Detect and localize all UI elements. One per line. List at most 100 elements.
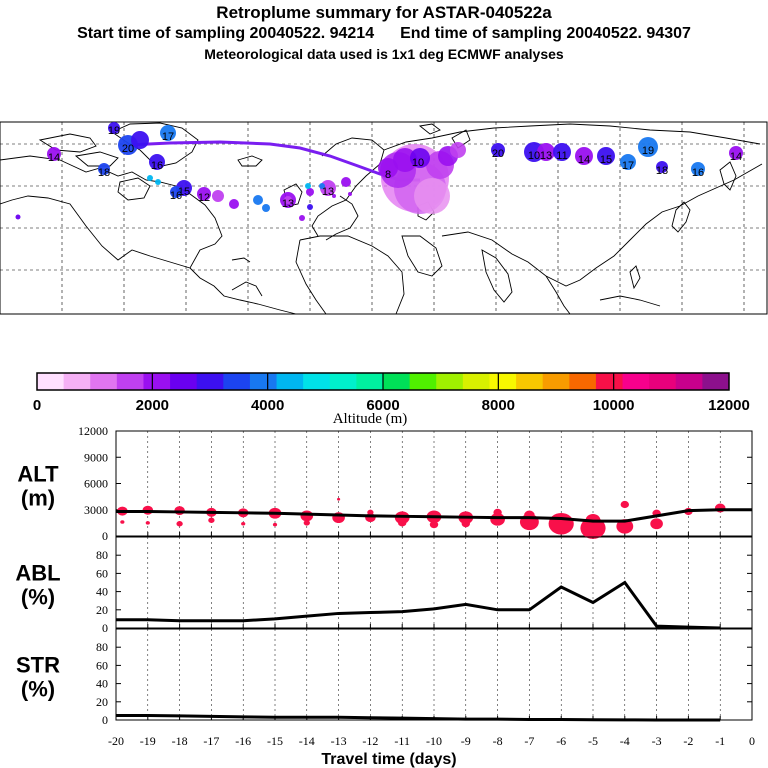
trajectory-label: 18 bbox=[98, 167, 110, 179]
abl-line bbox=[116, 580, 721, 630]
x-tick-label: -1 bbox=[715, 734, 725, 748]
y-tick-label: 40 bbox=[96, 677, 108, 691]
trajectory-label: 15 bbox=[600, 154, 612, 166]
trajectory-label: 14 bbox=[730, 151, 742, 163]
colorbar-swatch bbox=[542, 373, 570, 390]
plume-cluster bbox=[197, 187, 211, 201]
x-tick-label: -3 bbox=[652, 734, 662, 748]
x-tick-label: -7 bbox=[524, 734, 534, 748]
colorbar-tick-label: 10000 bbox=[593, 397, 635, 414]
altitude-cluster bbox=[300, 510, 314, 522]
colorbar-swatch bbox=[356, 373, 384, 390]
altitude-cluster bbox=[620, 500, 629, 509]
y-tick-label: 0 bbox=[102, 529, 108, 543]
plume-cluster bbox=[553, 143, 571, 161]
colorbar-swatch bbox=[569, 373, 597, 390]
plume-cluster bbox=[47, 147, 61, 161]
plume-cluster bbox=[170, 186, 182, 198]
plume-cluster bbox=[305, 183, 311, 189]
altitude-cluster bbox=[493, 508, 502, 516]
colorbar-swatch bbox=[516, 373, 544, 390]
plume-cluster bbox=[414, 178, 450, 214]
x-tick-label: -9 bbox=[461, 734, 471, 748]
plume-cluster bbox=[341, 177, 351, 187]
trajectory-label: 11 bbox=[556, 150, 567, 162]
trajectory-label: 17 bbox=[162, 131, 174, 143]
altitude-cluster bbox=[429, 521, 439, 529]
plume-cluster bbox=[212, 190, 224, 202]
x-tick-label: -19 bbox=[140, 734, 156, 748]
panel-str: 0 20 40 60 80 STR(%) bbox=[16, 628, 753, 727]
colorbar-swatch bbox=[303, 373, 331, 390]
x-tick-label: -17 bbox=[203, 734, 219, 748]
colorbar-tick-label: 12000 bbox=[708, 397, 750, 414]
trajectory-label: 14 bbox=[578, 154, 590, 166]
y-tick-label: 12000 bbox=[78, 424, 108, 438]
trajectory-label: 8 bbox=[385, 169, 391, 181]
plume-cluster bbox=[450, 142, 466, 158]
y-tick-label: 80 bbox=[96, 640, 108, 654]
colorbar-swatch bbox=[489, 373, 517, 390]
plume-cluster bbox=[537, 143, 555, 161]
altitude-cluster bbox=[650, 518, 663, 530]
x-tick-label: -10 bbox=[426, 734, 442, 748]
y-tick-label: 80 bbox=[96, 548, 108, 562]
colorbar-tick-label: 8000 bbox=[482, 397, 515, 414]
x-tick-label: -16 bbox=[235, 734, 251, 748]
y-tick-label: 20 bbox=[96, 695, 108, 709]
str-line bbox=[116, 713, 721, 722]
trajectory-label: 16 bbox=[170, 190, 182, 202]
met-data-label: Meteorological data used is 1x1 deg ECMW… bbox=[204, 46, 564, 62]
plume-cluster bbox=[307, 204, 313, 210]
x-tick-label: -20 bbox=[108, 734, 124, 748]
panel-ylabel: STR bbox=[16, 653, 60, 678]
altitude-cluster bbox=[145, 521, 150, 525]
chart-title: Retroplume summary for ASTAR-040522a bbox=[216, 3, 552, 22]
panel-abl: 0 20 40 60 80 ABL(%) bbox=[15, 536, 753, 635]
panel-ylabel-unit: (%) bbox=[21, 585, 55, 610]
plume-cluster bbox=[147, 175, 153, 181]
colorbar-swatch bbox=[383, 373, 411, 390]
panel-ylabel-unit: (%) bbox=[21, 677, 55, 702]
colorbar-tick-label: 4000 bbox=[251, 397, 284, 414]
trajectory-label: 18 bbox=[656, 165, 668, 177]
colorbar-swatch bbox=[702, 373, 730, 390]
trajectory-label: 19 bbox=[108, 125, 120, 137]
y-tick-label: 0 bbox=[102, 621, 108, 635]
plume-cluster bbox=[656, 161, 668, 173]
y-tick-label: 60 bbox=[96, 658, 108, 672]
colorbar-swatch bbox=[196, 373, 224, 390]
trajectory-label: 12 bbox=[198, 192, 210, 204]
plume-cluster bbox=[284, 196, 292, 204]
colorbar-swatch bbox=[436, 373, 464, 390]
altitude-cluster bbox=[241, 521, 246, 526]
x-tick-label: -14 bbox=[299, 734, 315, 748]
colorbar-swatch bbox=[37, 373, 65, 390]
colorbar-swatch bbox=[63, 373, 91, 390]
colorbar-tick-label: 2000 bbox=[136, 397, 169, 414]
trajectory-label: 16 bbox=[692, 167, 704, 179]
y-tick-label: 20 bbox=[96, 603, 108, 617]
sampling-times: Start time of sampling 20040522. 94214 En… bbox=[0, 25, 768, 43]
plume-cluster bbox=[131, 131, 149, 149]
colorbar-swatch bbox=[116, 373, 144, 390]
plume-cluster bbox=[98, 163, 110, 175]
trajectory-label: 10 bbox=[412, 157, 424, 169]
trajectory-label: 20 bbox=[122, 143, 134, 155]
x-tick-label: -18 bbox=[172, 734, 188, 748]
colorbar-swatch bbox=[143, 373, 171, 390]
colorbar-tick-label: 6000 bbox=[366, 397, 399, 414]
y-tick-label: 0 bbox=[102, 713, 108, 727]
trajectory-label: 19 bbox=[642, 145, 654, 157]
y-tick-label: 60 bbox=[96, 566, 108, 580]
panel-ylabel-unit: (m) bbox=[21, 486, 55, 511]
plume-cluster bbox=[638, 137, 658, 157]
trajectory-label: 14 bbox=[48, 152, 60, 164]
y-tick-label: 3000 bbox=[84, 503, 108, 517]
panel-ylabel: ABL bbox=[15, 561, 60, 586]
x-tick-label: -5 bbox=[588, 734, 598, 748]
colorbar-swatch bbox=[595, 373, 624, 390]
plume-cluster bbox=[262, 204, 270, 212]
plume-cluster bbox=[332, 194, 336, 198]
